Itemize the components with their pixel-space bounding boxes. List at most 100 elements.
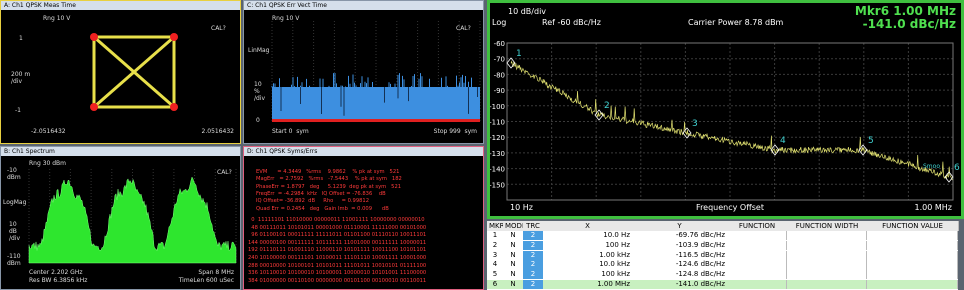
table-cell: 4 bbox=[487, 260, 504, 270]
symbol-row: 192 01110111 01001110 11000110 10101111 … bbox=[248, 247, 427, 254]
table-cell: 2 bbox=[487, 240, 504, 251]
constellation bbox=[90, 33, 178, 111]
table-cell: N bbox=[503, 240, 524, 251]
marker-label: 5 bbox=[868, 136, 874, 146]
table-cell-empty bbox=[727, 231, 787, 241]
symbol-row: 144 00000100 00111111 10111111 11001000 … bbox=[248, 239, 427, 246]
table-cell-empty bbox=[867, 260, 958, 270]
table-cell: 1 bbox=[487, 231, 504, 241]
symbol-row: 0 11111101 11010000 00000011 11001111 10… bbox=[248, 217, 425, 223]
table-cell: -69.76 dBc/Hz bbox=[632, 231, 728, 241]
table-cell: MKR bbox=[487, 221, 504, 231]
error-baseline bbox=[272, 119, 480, 122]
marker-label: 1 bbox=[516, 49, 522, 59]
x-start: 10 Hz bbox=[510, 203, 533, 212]
y-tick-label: -120 bbox=[490, 134, 505, 142]
summary-line: Quad Err = 0.2454 deg Gain Imb = 0.009 d… bbox=[256, 205, 389, 212]
x-stop: 1.00 MHz bbox=[915, 203, 952, 212]
x-right: Span 8 MHz bbox=[198, 269, 234, 276]
reference: Ref -60 dBc/Hz bbox=[542, 18, 601, 27]
y-tick-label: -60 bbox=[494, 40, 505, 48]
table-cell: N bbox=[503, 270, 524, 280]
symbol-row: 96 01100101 00011111 11111011 01101100 0… bbox=[248, 232, 427, 239]
panel-c[interactable]: C: Ch1 QPSK Err Vect Time Rng 10 V CAL? … bbox=[243, 0, 484, 144]
marker-table[interactable]: MKRMODETRCXYFUNCTIONFUNCTION WIDTHFUNCTI… bbox=[487, 221, 959, 290]
table-cell: FUNCTION bbox=[727, 221, 788, 231]
table-cell-empty bbox=[787, 240, 867, 251]
table-cell: N bbox=[503, 250, 524, 260]
symbol-row: 240 10100000 00111101 10100011 11101110 … bbox=[248, 255, 427, 261]
y-top: -10 dBm bbox=[7, 167, 21, 181]
table-cell: 2 bbox=[523, 260, 544, 270]
x-left: -2.0516432 bbox=[31, 128, 66, 135]
table-cell: -124.8 dBc/Hz bbox=[632, 270, 728, 280]
marker bbox=[770, 144, 780, 156]
table-cell-empty bbox=[727, 280, 787, 290]
x-left: Center 2.202 GHz bbox=[29, 269, 83, 276]
error-fill bbox=[272, 87, 480, 121]
panel-b[interactable]: B: Ch1 Spectrum Rng 30 dBm CAL? -10 dBm … bbox=[0, 146, 241, 290]
table-cell-empty bbox=[727, 240, 787, 251]
table-cell-empty bbox=[727, 250, 787, 260]
cal: CAL? bbox=[456, 25, 471, 32]
table-cell-empty bbox=[867, 280, 958, 290]
symbol-row: 336 10110010 10100010 10100001 10000010 … bbox=[248, 270, 427, 277]
phase-noise-plot: 10 dB/div Log Ref -60 dBc/Hz Carrier Pow… bbox=[490, 4, 960, 212]
marker-value: -141.0 dBc/Hz bbox=[863, 17, 956, 31]
panel-title[interactable]: D: Ch1 QPSK Syms/Errs bbox=[244, 147, 483, 156]
table-cell: 5 bbox=[487, 270, 504, 280]
phase-noise-panel[interactable]: 10 dB/div Log Ref -60 dBc/Hz Carrier Pow… bbox=[487, 0, 964, 219]
table-cell-empty bbox=[787, 280, 867, 290]
x-right: Stop 999 sym bbox=[433, 128, 477, 135]
table-cell: N bbox=[503, 280, 524, 290]
scale: 10 dB/div bbox=[508, 7, 546, 16]
panel-title[interactable]: A: Ch1 QPSK Meas Time bbox=[1, 1, 240, 10]
y-scale: 10 % /div bbox=[254, 81, 266, 102]
table-cell: Y bbox=[632, 221, 728, 231]
table-cell: 2 bbox=[523, 250, 544, 260]
panel-d[interactable]: D: Ch1 QPSK Syms/Errs EVM = 4.3449 %rms … bbox=[243, 146, 484, 290]
y-bottom: -1 bbox=[15, 107, 21, 114]
table-cell-empty bbox=[867, 270, 958, 280]
table-cell-empty bbox=[787, 250, 867, 260]
panel-title[interactable]: C: Ch1 QPSK Err Vect Time bbox=[244, 1, 483, 10]
table-cell: 1.00 MHz bbox=[543, 280, 633, 290]
y-tick-label: -80 bbox=[494, 71, 505, 79]
marker bbox=[506, 57, 516, 69]
table-cell: 10.0 Hz bbox=[543, 231, 633, 241]
summary-line: FreqErr = -4.2984 kHz IQ Offset = -76.83… bbox=[256, 190, 386, 197]
table-cell: 10.0 kHz bbox=[543, 260, 633, 270]
marker bbox=[594, 109, 604, 121]
y-tick-label: -110 bbox=[490, 119, 505, 127]
panel-title[interactable]: B: Ch1 Spectrum bbox=[1, 147, 240, 156]
y-bottom: -110 dBm bbox=[7, 253, 21, 267]
y-scale: 200 m /div bbox=[11, 71, 31, 85]
table-cell: -124.6 dBc/Hz bbox=[632, 260, 728, 270]
summary-line: PhaseErr = 1.8797 deg 5.1239 deg pk at s… bbox=[256, 183, 402, 190]
marker-label: 6 bbox=[954, 163, 960, 173]
marker bbox=[858, 144, 868, 156]
y-format: LinMag bbox=[248, 47, 270, 54]
cal: CAL? bbox=[217, 169, 232, 176]
table-cell-empty bbox=[787, 270, 867, 280]
table-cell: TRC bbox=[523, 221, 544, 231]
table-cell: X bbox=[543, 221, 633, 231]
table-cell: 100 Hz bbox=[543, 240, 633, 251]
y-tick-label: -150 bbox=[490, 181, 505, 189]
x-right: 2.0516432 bbox=[201, 128, 234, 135]
summary-line: MagErr = 2.7592 %rms -7.5443 % pk at sym… bbox=[256, 176, 402, 183]
marker-label: 2 bbox=[604, 101, 610, 111]
table-cell: N bbox=[503, 260, 524, 270]
plot-frame bbox=[506, 42, 954, 201]
table-cell-empty bbox=[727, 260, 787, 270]
panel-a[interactable]: A: Ch1 QPSK Meas Time Rng 10 V CAL? 1 20… bbox=[0, 0, 241, 144]
trace-label: Smoo bbox=[923, 163, 940, 170]
range: Rng 30 dBm bbox=[29, 160, 66, 167]
summary-line: EVM = 4.3449 %rms 9.9862 % pk at sym 521 bbox=[256, 169, 400, 175]
spectrum-plot bbox=[28, 169, 237, 264]
table-cell: 6 bbox=[487, 280, 504, 290]
x-left: Res BW 6.3856 kHz bbox=[29, 277, 88, 284]
y-tick-label: -140 bbox=[490, 166, 505, 174]
table-cell: N bbox=[503, 231, 524, 241]
